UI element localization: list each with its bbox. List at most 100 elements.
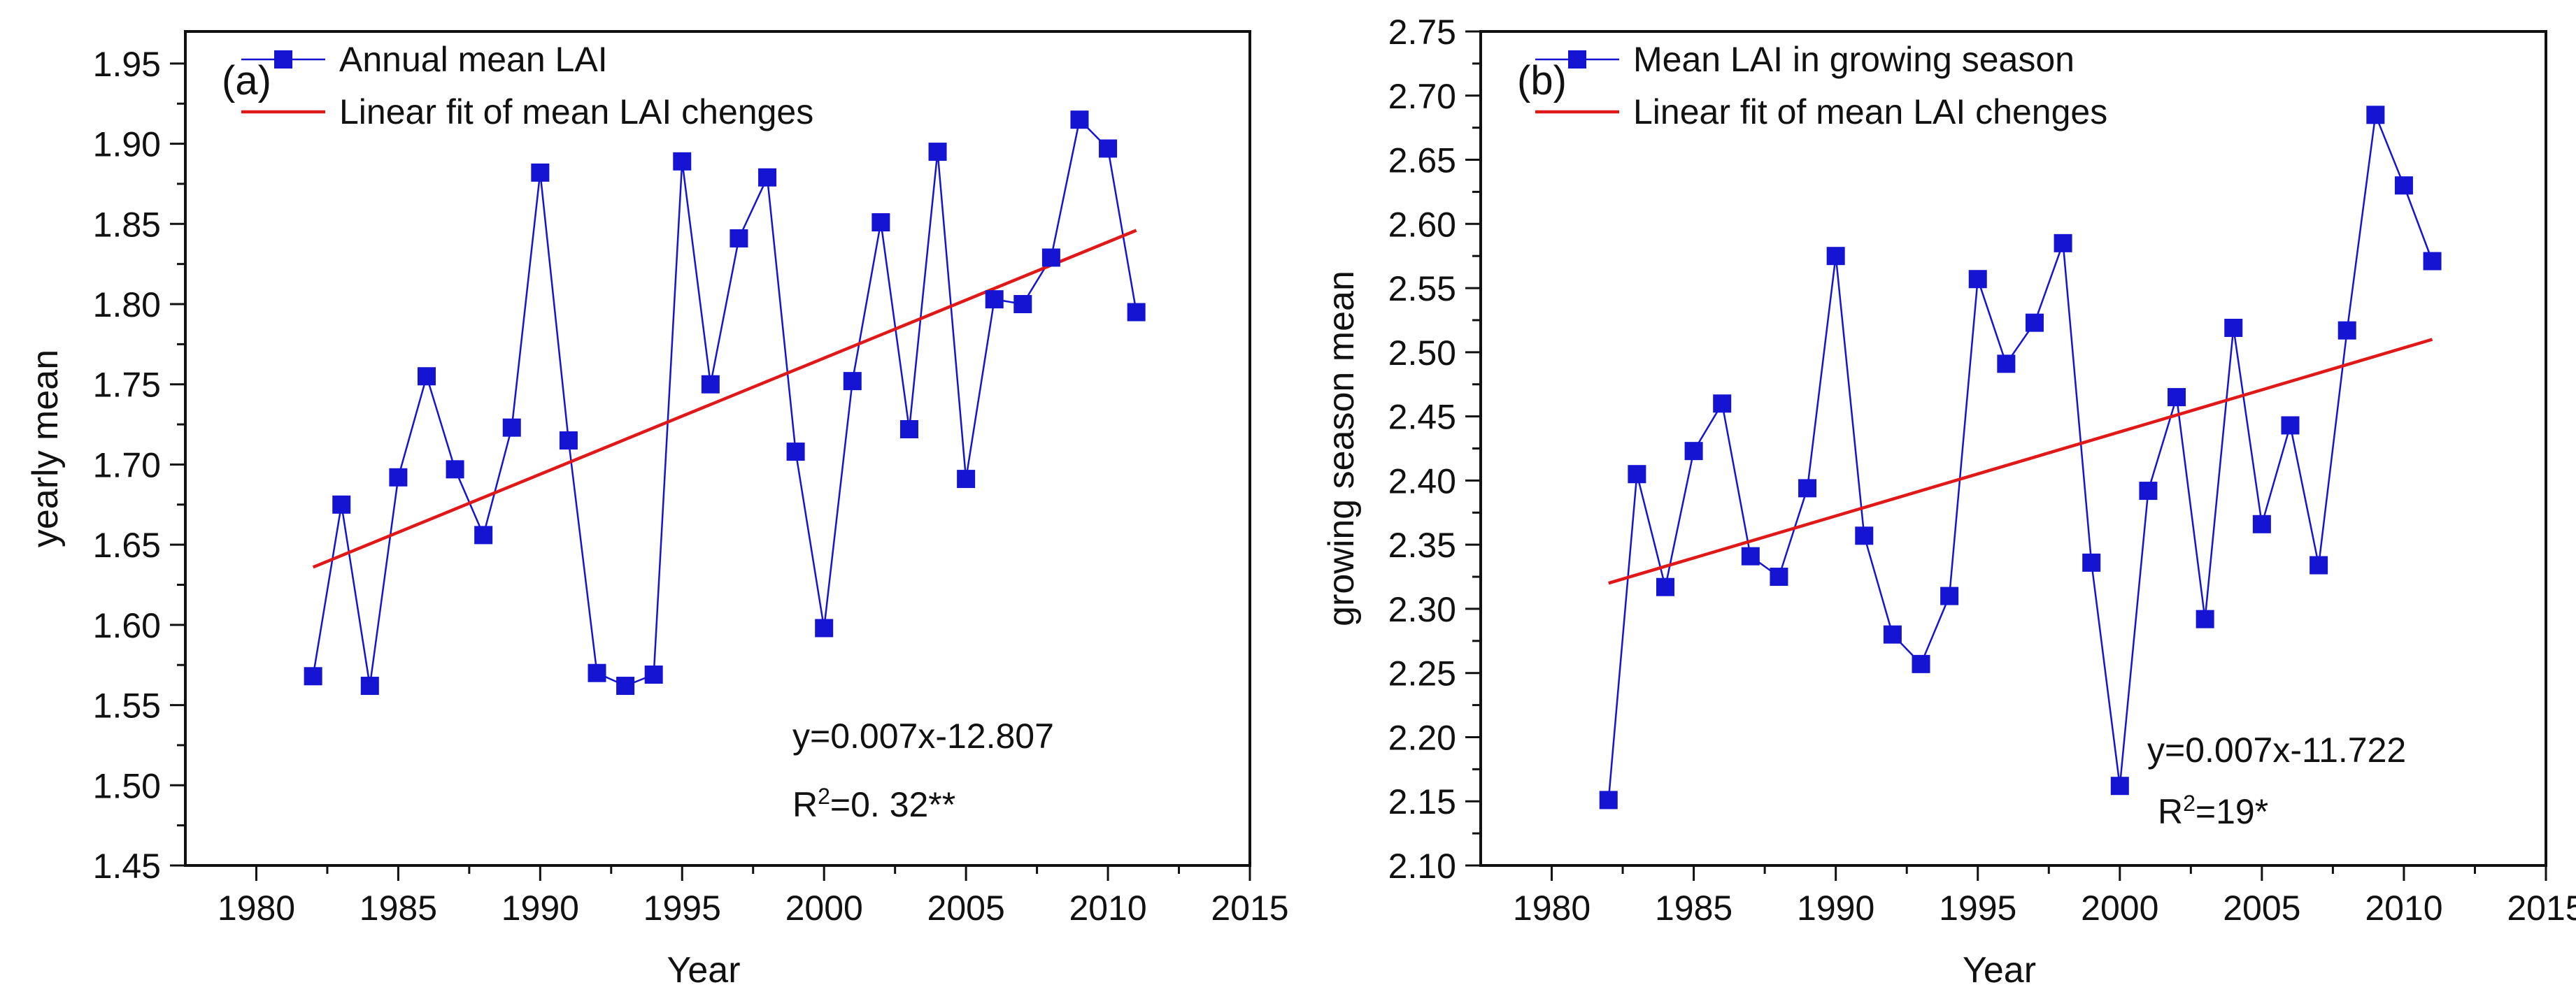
data-point xyxy=(2139,482,2158,501)
x-tick-label: 1985 xyxy=(1655,889,1732,928)
data-point xyxy=(1855,526,1874,545)
data-point xyxy=(2337,321,2356,340)
panel-b: 2.10 2.15 2.20 2.25 2.30 2.35 2.40 2.45 2.50 2.55… xyxy=(1321,13,2576,991)
x-tick-label: 1990 xyxy=(1797,889,1874,928)
x-axis-label: Year xyxy=(1963,950,2036,991)
r-squared-value: =19* xyxy=(2196,792,2268,831)
data-point xyxy=(502,418,521,437)
data-point xyxy=(1912,654,1930,673)
data-point xyxy=(1741,547,1760,566)
data-point xyxy=(360,677,379,696)
y-tick-label: 1.50 xyxy=(93,766,161,805)
data-point xyxy=(2281,416,2300,435)
panel-label: (a) xyxy=(222,58,271,103)
y-tick-label: 2.35 xyxy=(1388,526,1456,565)
y-tick-label: 2.65 xyxy=(1388,141,1456,180)
data-point xyxy=(1798,479,1817,498)
x-tick-label: 1985 xyxy=(360,889,437,928)
data-point xyxy=(446,460,464,479)
y-tick-label: 2.75 xyxy=(1388,13,1456,52)
data-point xyxy=(2310,556,2328,575)
data-point xyxy=(616,677,635,696)
data-point xyxy=(1070,110,1089,129)
y-tick-label: 2.20 xyxy=(1388,718,1456,757)
legend-fit-label: Linear fit of mean LAI chenges xyxy=(1633,92,2107,131)
legend-series-label: Annual mean LAI xyxy=(339,40,608,79)
data-point xyxy=(1628,465,1646,484)
fit-line xyxy=(1608,338,2433,585)
x-tick-label: 1995 xyxy=(643,889,721,928)
y-tick-label: 2.70 xyxy=(1388,77,1456,116)
x-tick-label: 1990 xyxy=(501,889,579,928)
fit-equation: y=0.007x-11.722 xyxy=(2147,731,2406,770)
y-tick-label: 1.75 xyxy=(93,366,161,405)
y-tick-label: 1.85 xyxy=(93,205,161,244)
x-tick-label: 2010 xyxy=(2365,889,2442,928)
y-tick-label: 2.30 xyxy=(1388,590,1456,629)
y-tick-label: 2.10 xyxy=(1388,847,1456,886)
data-point xyxy=(786,443,805,461)
x-tick-label: 2005 xyxy=(2223,889,2300,928)
data-point xyxy=(1599,791,1618,810)
data-point xyxy=(2082,553,2101,572)
r-squared-superscript: 2 xyxy=(2183,791,2196,816)
y-tick-label: 1.45 xyxy=(93,847,161,886)
data-point xyxy=(758,168,777,187)
y-tick-label: 2.15 xyxy=(1388,782,1456,821)
data-point xyxy=(1713,394,1732,413)
series-line xyxy=(312,117,1137,687)
data-point xyxy=(2423,252,2442,271)
x-tick-label: 2000 xyxy=(785,889,863,928)
data-point xyxy=(899,419,918,438)
x-tick-label: 2000 xyxy=(2081,889,2158,928)
data-point xyxy=(730,229,748,247)
data-point xyxy=(1656,577,1674,596)
legend-series-label: Mean LAI in growing season xyxy=(1633,40,2075,79)
data-point xyxy=(1968,270,1987,289)
data-point xyxy=(644,665,663,684)
data-point xyxy=(559,431,578,450)
y-tick-label: 1.60 xyxy=(93,606,161,645)
y-tick-label: 2.55 xyxy=(1388,269,1456,308)
legend-fit-label: Linear fit of mean LAI chenges xyxy=(339,92,813,131)
y-tick-label: 1.80 xyxy=(93,285,161,324)
y-tick-label: 2.45 xyxy=(1388,398,1456,437)
data-point xyxy=(871,213,890,232)
y-tick-label: 1.70 xyxy=(93,445,161,484)
data-point xyxy=(531,163,550,182)
y-tick-label: 2.60 xyxy=(1388,205,1456,244)
panel-label: (b) xyxy=(1517,58,1567,103)
data-point xyxy=(701,375,720,394)
legend-series-marker xyxy=(274,50,292,69)
x-tick-label: 2005 xyxy=(927,889,1005,928)
data-point xyxy=(2366,106,2385,124)
r-squared-superscript: 2 xyxy=(818,784,830,809)
data-point xyxy=(2252,515,2271,533)
y-tick-label: 1.55 xyxy=(93,687,161,726)
data-point xyxy=(304,667,322,686)
data-point xyxy=(588,663,606,682)
panel-a: 1.45 1.50 1.55 1.60 1.65 1.70 1.75 1.80 1.85 1.90… xyxy=(25,30,1289,991)
data-point xyxy=(1826,247,1845,266)
data-point xyxy=(2196,610,2214,628)
x-tick-label: 1980 xyxy=(218,889,295,928)
data-point xyxy=(1013,295,1032,314)
r-squared-prefix: R xyxy=(2158,792,2183,831)
data-point xyxy=(1997,354,2016,373)
x-tick-label: 2010 xyxy=(1069,889,1146,928)
data-point xyxy=(1770,568,1788,587)
data-point xyxy=(474,526,493,545)
data-point xyxy=(2054,233,2072,252)
data-point xyxy=(928,143,947,161)
x-tick-label: 1980 xyxy=(1513,889,1591,928)
data-point xyxy=(1940,587,1959,605)
legend-series-marker xyxy=(1568,50,1586,69)
r-squared-prefix: R xyxy=(792,785,818,824)
data-point xyxy=(1041,248,1060,267)
y-tick-label: 2.25 xyxy=(1388,654,1456,693)
data-point xyxy=(1883,625,1902,644)
data-point xyxy=(2168,388,2186,407)
plot-frame xyxy=(184,30,1251,867)
data-point xyxy=(2224,318,2243,337)
